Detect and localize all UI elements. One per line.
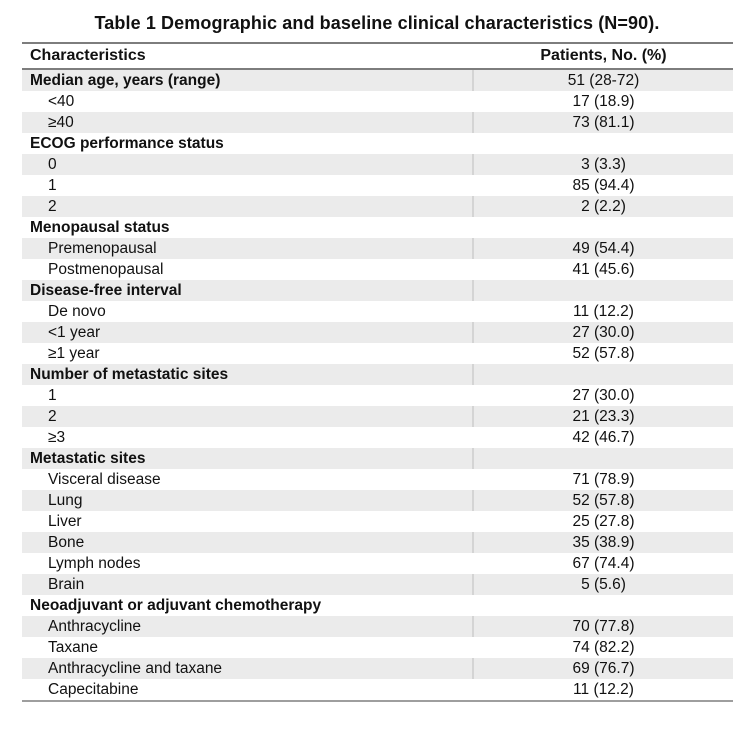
row-value	[472, 280, 733, 301]
row-label: Brain	[48, 576, 85, 593]
row-label: <1 year	[48, 324, 101, 341]
row-value: 5 (5.6)	[472, 574, 733, 595]
row-label: Visceral disease	[48, 471, 161, 488]
row-label: 0	[48, 156, 57, 173]
table-section-row: Disease-free interval	[22, 280, 733, 301]
row-value: 70 (77.8)	[472, 616, 733, 637]
row-value: 85 (94.4)	[572, 177, 635, 194]
row-value	[472, 448, 733, 469]
row-value: 21 (23.3)	[472, 406, 733, 427]
row-label: ≥1 year	[48, 345, 100, 362]
table-row: 2 2 (2.2)	[22, 196, 733, 217]
table-row: Premenopausal 49 (54.4)	[22, 238, 733, 259]
table-row: Anthracycline 70 (77.8)	[22, 616, 733, 637]
table-body: Median age, years (range) 51 (28-72) <40 17…	[22, 70, 733, 700]
table-row: De novo 11 (12.2)	[22, 301, 733, 322]
row-value: 67 (74.4)	[572, 555, 635, 572]
row-value: 49 (54.4)	[472, 238, 733, 259]
table-section-row: Median age, years (range) 51 (28-72)	[22, 70, 733, 91]
row-label: Number of metastatic sites	[30, 366, 229, 383]
row-value: 11 (12.2)	[573, 303, 634, 320]
table-row: 1 27 (30.0)	[22, 385, 733, 406]
row-label: Menopausal status	[30, 219, 170, 236]
row-label: Postmenopausal	[48, 261, 164, 278]
row-value: 2 (2.2)	[472, 196, 733, 217]
table-row: Capecitabine 11 (12.2)	[22, 679, 733, 700]
row-value: 42 (46.7)	[572, 429, 635, 446]
row-value: 25 (27.8)	[572, 513, 635, 530]
row-value: 27 (30.0)	[472, 322, 733, 343]
table-row: Brain 5 (5.6)	[22, 574, 733, 595]
table-row: 1 85 (94.4)	[22, 175, 733, 196]
row-value: 17 (18.9)	[572, 93, 635, 110]
row-label: ≥3	[48, 429, 66, 446]
row-value: 41 (45.6)	[572, 261, 635, 278]
row-value: 35 (38.9)	[472, 532, 733, 553]
table-row: ≥3 42 (46.7)	[22, 427, 733, 448]
row-value: 3 (3.3)	[472, 154, 733, 175]
table-row: ≥40 73 (81.1)	[22, 112, 733, 133]
table-row: Bone 35 (38.9)	[22, 532, 733, 553]
row-label: Neoadjuvant or adjuvant chemotherapy	[30, 597, 322, 614]
table-header-row: Characteristics Patients, No. (%)	[22, 42, 733, 70]
row-label: 1	[48, 177, 57, 194]
row-label: Lung	[48, 492, 83, 509]
row-label: Taxane	[48, 639, 98, 656]
table-row: Lymph nodes 67 (74.4)	[22, 553, 733, 574]
table-row: 2 21 (23.3)	[22, 406, 733, 427]
row-value: 69 (76.7)	[472, 658, 733, 679]
table-row: Liver 25 (27.8)	[22, 511, 733, 532]
row-value	[472, 133, 733, 154]
row-value: 11 (12.2)	[573, 681, 634, 698]
row-label: 2	[48, 408, 57, 425]
table-section-row: Number of metastatic sites	[22, 364, 733, 385]
row-value	[472, 364, 733, 385]
table-row: ≥1 year 52 (57.8)	[22, 343, 733, 364]
table-row: Taxane 74 (82.2)	[22, 637, 733, 658]
row-label: Metastatic sites	[30, 450, 146, 467]
row-label: De novo	[48, 303, 106, 320]
table-section-row: Neoadjuvant or adjuvant chemotherapy	[22, 595, 733, 616]
row-label: ECOG performance status	[30, 135, 224, 152]
characteristics-table: Characteristics Patients, No. (%) Median…	[22, 42, 733, 702]
table-row: Anthracycline and taxane 69 (76.7)	[22, 658, 733, 679]
row-value: 52 (57.8)	[472, 490, 733, 511]
row-value: 73 (81.1)	[472, 112, 733, 133]
header-patients-no-pct: Patients, No. (%)	[540, 47, 667, 64]
table-row: Lung 52 (57.8)	[22, 490, 733, 511]
table-section-row: Metastatic sites	[22, 448, 733, 469]
table-section-row: Menopausal status	[22, 217, 733, 238]
row-label: <40	[48, 93, 75, 110]
table-row: Postmenopausal 41 (45.6)	[22, 259, 733, 280]
header-characteristics: Characteristics	[30, 47, 146, 64]
row-label: Capecitabine	[48, 681, 139, 698]
row-label: 1	[48, 387, 57, 404]
row-value: 27 (30.0)	[572, 387, 635, 404]
row-value: 52 (57.8)	[572, 345, 635, 362]
row-label: Anthracycline and taxane	[48, 660, 223, 677]
row-label: Disease-free interval	[30, 282, 182, 299]
table-row: <40 17 (18.9)	[22, 91, 733, 112]
row-value: 71 (78.9)	[572, 471, 635, 488]
row-label: ≥40	[48, 114, 74, 131]
row-value: 74 (82.2)	[572, 639, 635, 656]
row-label: Liver	[48, 513, 82, 530]
row-label: Lymph nodes	[48, 555, 141, 572]
table-row: 0 3 (3.3)	[22, 154, 733, 175]
document-page: Table 1 Demographic and baseline clinica…	[0, 12, 754, 729]
row-label: Median age, years (range)	[30, 72, 221, 89]
row-value	[472, 217, 733, 238]
table-row: Visceral disease 71 (78.9)	[22, 469, 733, 490]
table-section-row: ECOG performance status	[22, 133, 733, 154]
row-label: Anthracycline	[48, 618, 142, 635]
table-title: Table 1 Demographic and baseline clinica…	[94, 13, 660, 33]
row-value: 51 (28-72)	[472, 70, 733, 91]
row-label: Bone	[48, 534, 85, 551]
row-label: Premenopausal	[48, 240, 157, 257]
row-label: 2	[48, 198, 57, 215]
table-row: <1 year 27 (30.0)	[22, 322, 733, 343]
row-value	[472, 595, 733, 616]
